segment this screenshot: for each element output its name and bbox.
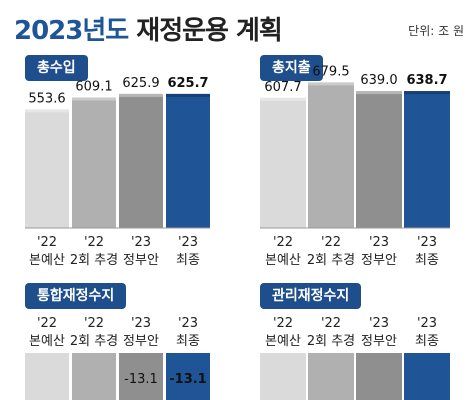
chart-panel-3 — [260, 353, 450, 400]
bar-top-0-0 — [25, 109, 69, 113]
category-year-3-1: '22 — [321, 316, 341, 331]
category-year-0-0: '22 — [37, 235, 57, 250]
category-name-0-3: 최종 — [176, 253, 200, 268]
bar-3-0 — [260, 353, 306, 400]
category-year-0-2: '23 — [131, 235, 151, 250]
data-label-1-1: 679.5 — [312, 64, 349, 79]
data-label-0-1: 609.1 — [75, 79, 112, 94]
title-year: 2023년도 — [14, 16, 129, 46]
chart-panel-2 — [25, 353, 210, 400]
panel-title-total-expenditure: 총지출 — [260, 55, 323, 81]
data-label-0-3: 625.7 — [167, 76, 208, 91]
panel-title-total-revenue: 총수입 — [25, 55, 88, 81]
bar-3-2 — [356, 353, 402, 400]
bar-top-1-3 — [404, 91, 450, 95]
category-name-0-1: 2회 추경 — [70, 253, 118, 268]
data-label-0-0: 553.6 — [28, 91, 65, 106]
data-label-0-2: 625.9 — [122, 76, 159, 91]
category-year-0-3: '23 — [178, 235, 198, 250]
category-year-0-1: '22 — [84, 235, 104, 250]
bar-2-3 — [166, 353, 210, 400]
bar-0-2 — [119, 93, 163, 228]
category-year-2-0: '22 — [37, 316, 57, 331]
category-name-3-0: 본예산 — [265, 334, 301, 349]
bar-0-1 — [72, 97, 116, 228]
data-label-2-3: -13.1 — [169, 372, 206, 387]
category-name-1-0: 본예산 — [265, 253, 301, 268]
category-name-0-2: 정부안 — [123, 253, 159, 268]
bar-2-0 — [25, 353, 69, 400]
category-name-2-0: 본예산 — [29, 334, 65, 349]
bar-1-3 — [404, 91, 450, 228]
bar-top-1-0 — [260, 97, 306, 101]
bar-top-0-3 — [166, 93, 210, 97]
category-year-1-2: '23 — [369, 235, 389, 250]
unit-label: 단위: 조 원 — [408, 24, 464, 38]
bar-3-3 — [404, 353, 450, 400]
data-label-1-3: 638.7 — [406, 73, 447, 88]
category-name-2-2: 정부안 — [123, 334, 159, 349]
data-label-1-2: 639.0 — [360, 73, 397, 88]
category-name-3-2: 정부안 — [361, 334, 397, 349]
category-year-2-2: '23 — [131, 316, 151, 331]
category-year-1-0: '22 — [273, 235, 293, 250]
category-name-0-0: 본예산 — [29, 253, 65, 268]
bar-2-2 — [119, 353, 163, 400]
category-year-3-3: '23 — [417, 316, 437, 331]
category-year-1-1: '22 — [321, 235, 341, 250]
bar-top-0-2 — [119, 93, 163, 97]
title-text: 재정운용 계획 — [128, 16, 283, 46]
bar-3-1 — [308, 353, 354, 400]
bar-0-0 — [25, 109, 69, 228]
category-name-2-1: 2회 추경 — [70, 334, 118, 349]
category-name-3-3: 최종 — [415, 334, 439, 349]
bar-1-0 — [260, 97, 306, 229]
category-year-2-3: '23 — [178, 316, 198, 331]
category-year-3-2: '23 — [369, 316, 389, 331]
data-label-1-0: 607.7 — [264, 80, 301, 95]
panel-title-managed-balance: 관리재정수지 — [260, 283, 362, 309]
category-name-2-3: 최종 — [176, 334, 200, 349]
bar-top-0-1 — [72, 97, 116, 101]
bar-0-3 — [166, 93, 210, 229]
chart-panel-1 — [260, 82, 450, 229]
bar-2-1 — [72, 353, 116, 400]
category-name-3-1: 2회 추경 — [307, 334, 355, 349]
panel-title-integrated-balance: 통합재정수지 — [25, 283, 127, 309]
category-year-2-1: '22 — [84, 316, 104, 331]
category-name-1-1: 2회 추경 — [307, 253, 355, 268]
bar-1-2 — [356, 91, 402, 228]
bar-top-1-2 — [356, 91, 402, 95]
bar-top-1-1 — [308, 82, 354, 86]
category-year-1-3: '23 — [417, 235, 437, 250]
chart-panel-0 — [25, 93, 210, 229]
data-label-2-2: -13.1 — [124, 372, 158, 387]
category-name-1-2: 정부안 — [361, 253, 397, 268]
page-title: 2023년도 재정운용 계획 — [14, 10, 283, 47]
category-name-1-3: 최종 — [415, 253, 439, 268]
bar-1-1 — [308, 82, 354, 229]
category-year-3-0: '22 — [273, 316, 293, 331]
